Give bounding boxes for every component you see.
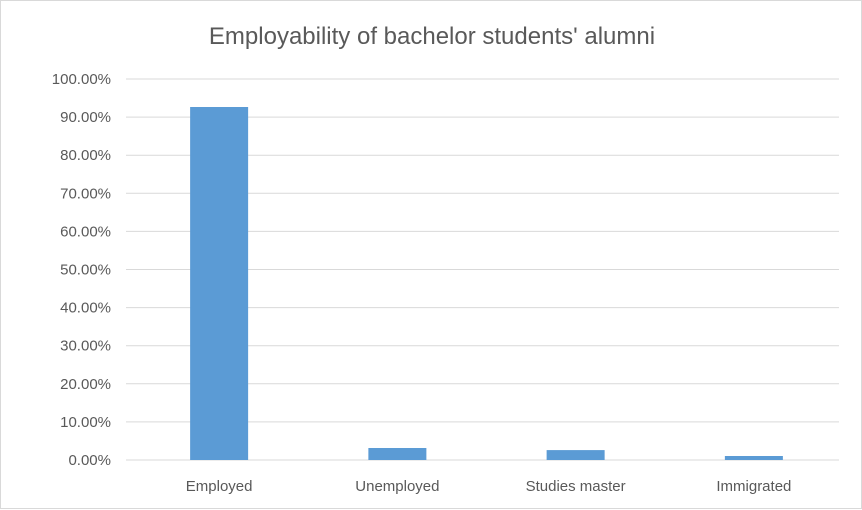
y-tick-label: 40.00% [60,300,111,317]
y-tick-label: 60.00% [60,223,111,240]
y-tick-label: 30.00% [60,338,111,355]
y-tick-label: 100.00% [52,71,111,88]
bar-employed [190,107,249,460]
y-tick-label: 0.00% [68,452,111,469]
y-tick-label: 90.00% [60,109,111,126]
bar-immigrated [724,455,783,460]
x-tick-label: Studies master [526,478,626,495]
bar-studies-master [546,450,605,460]
y-tick-label: 20.00% [60,376,111,393]
y-tick-label: 50.00% [60,262,111,279]
y-tick-label: 10.00% [60,414,111,431]
x-tick-label: Unemployed [355,478,439,495]
x-tick-label: Immigrated [716,478,791,495]
y-tick-label: 80.00% [60,147,111,164]
bar-unemployed [368,447,427,460]
chart-title: Employability of bachelor students' alum… [208,23,656,50]
y-tick-label: 70.00% [60,185,111,202]
x-tick-label: Employed [186,478,253,495]
